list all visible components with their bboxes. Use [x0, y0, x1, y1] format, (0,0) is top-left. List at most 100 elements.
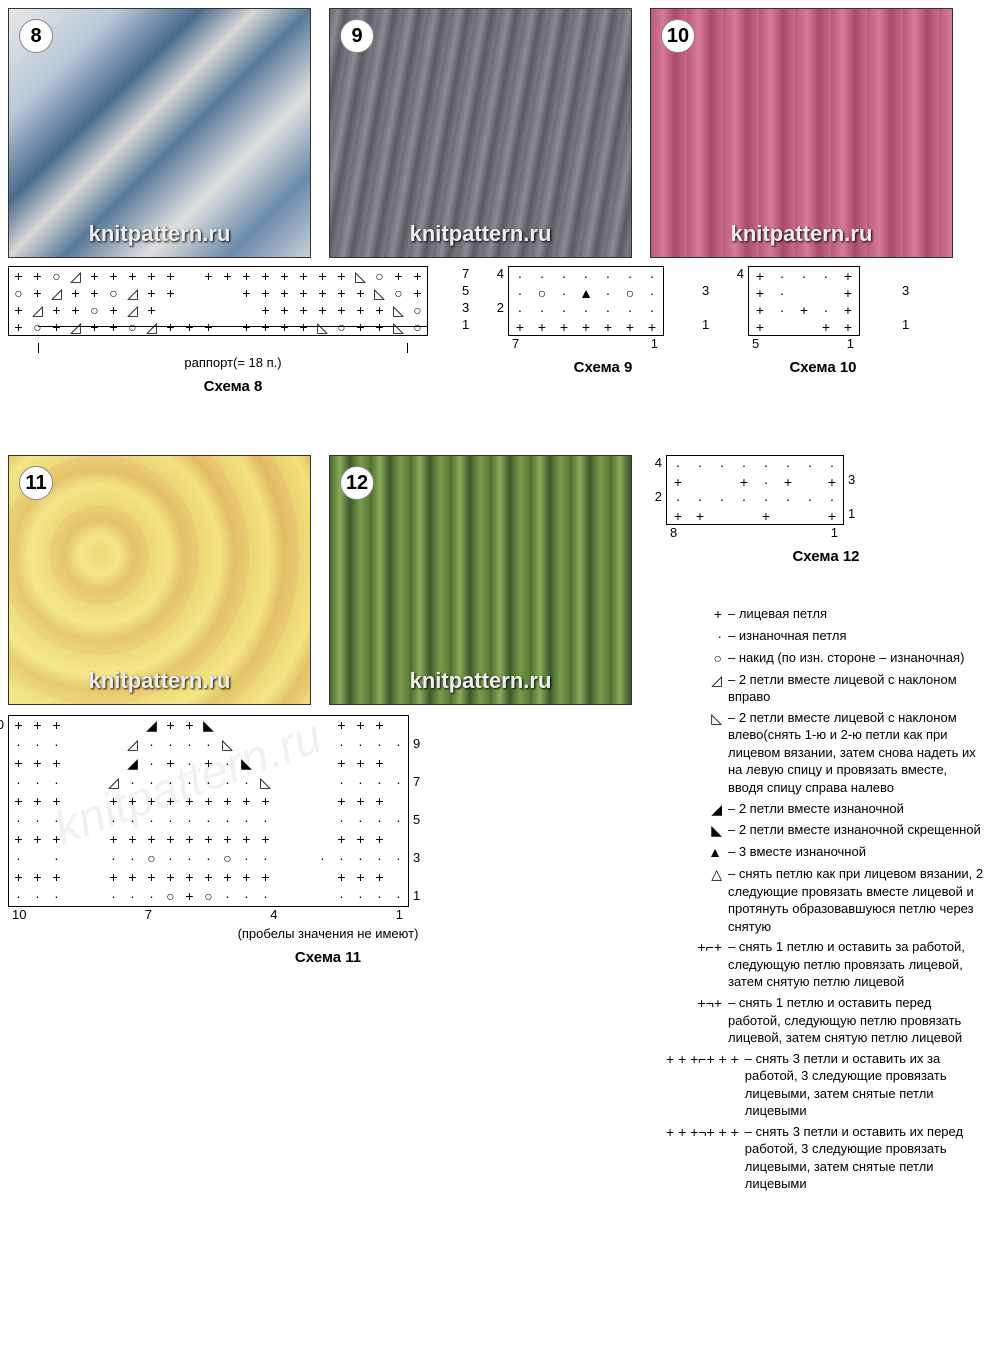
chart-cell: + — [294, 267, 313, 284]
legend-text: – 2 петли вместе изнаночной скрещенной — [728, 821, 986, 839]
chart-cell — [689, 473, 711, 490]
chart-cell: · — [332, 887, 351, 904]
chart-cell — [85, 868, 104, 885]
chart-cell: + — [180, 868, 199, 885]
watermark: knitpattern.ru — [651, 221, 952, 247]
caption-9: Схема 9 — [508, 359, 698, 376]
chart-cell: + — [815, 318, 837, 335]
chart-cell: ○ — [47, 267, 66, 284]
chart-cell: + — [47, 830, 66, 847]
chart-cell: · — [180, 811, 199, 828]
chart-cell — [85, 811, 104, 828]
chart-cell: · — [667, 456, 689, 473]
schema-9: 42 ········○·▲·○········+++++++ 31 71 Сх… — [508, 266, 698, 376]
chart-cell: · — [711, 490, 733, 507]
chart-cell: + — [28, 754, 47, 771]
chart-cell — [275, 792, 294, 809]
chart-cell: ○ — [161, 887, 180, 904]
chart-cell: + — [123, 830, 142, 847]
legend-text: – снять петлю как при лицевом вязании, 2… — [728, 865, 986, 935]
chart-cell: ◢ — [142, 716, 161, 733]
swatch-10: 10 knitpattern.ru — [650, 8, 953, 258]
chart-cell — [237, 735, 256, 752]
chart-cell — [66, 830, 85, 847]
chart-cell: · — [142, 735, 161, 752]
legend-row: ◺– 2 петли вместе лицевой с наклоном вле… — [666, 709, 986, 797]
chart-cell: · — [509, 301, 531, 318]
chart-cell: · — [771, 267, 793, 284]
chart-cell: + — [180, 887, 199, 904]
chart-cell: + — [199, 267, 218, 284]
legend-symbol: ▲ — [666, 843, 728, 862]
chart-cell — [104, 735, 123, 752]
chart-cell — [237, 716, 256, 733]
chart-cell: · — [161, 811, 180, 828]
legend-symbol: ◣ — [666, 821, 728, 840]
chart-cell: + — [161, 284, 180, 301]
chart-cell: · — [575, 267, 597, 284]
chart-cell: + — [351, 301, 370, 318]
chart-cell: · — [597, 301, 619, 318]
chart-cell: + — [218, 267, 237, 284]
chart-cell: + — [821, 473, 843, 490]
chart-cell: · — [332, 811, 351, 828]
chart-cell: ○ — [218, 849, 237, 866]
chart-cell — [313, 887, 332, 904]
chart-cell: + — [9, 754, 28, 771]
chart-cell: ◢ — [123, 754, 142, 771]
chart-cell: · — [733, 456, 755, 473]
chart-cell — [294, 811, 313, 828]
chart-cell: + — [199, 830, 218, 847]
chart-cell: + — [47, 301, 66, 318]
chart-cell: · — [28, 887, 47, 904]
chart-cell: ◺ — [256, 773, 275, 790]
chart-cell: · — [799, 490, 821, 507]
chart-cell: + — [142, 301, 161, 318]
legend-text: – изнаночная петля — [728, 627, 986, 645]
chart-cell: + — [332, 830, 351, 847]
chart-cell: · — [821, 490, 843, 507]
chart-cell — [275, 735, 294, 752]
legend-row: + + +¬+ + +– снять 3 петли и оставить их… — [666, 1123, 986, 1193]
badge-9: 9 — [340, 19, 374, 53]
chart-cell: + — [218, 868, 237, 885]
chart-cell: + — [9, 267, 28, 284]
chart-cell: · — [370, 887, 389, 904]
chart-cell: + — [85, 284, 104, 301]
chart-cell: + — [332, 792, 351, 809]
caption-12: Схема 12 — [666, 548, 986, 565]
chart-cell — [777, 507, 799, 524]
chart-cell: + — [294, 301, 313, 318]
chart-cell — [313, 754, 332, 771]
chart-cell: · — [123, 849, 142, 866]
chart-cell: + — [351, 716, 370, 733]
chart-cell: · — [180, 735, 199, 752]
chart-cell — [313, 811, 332, 828]
chart-cell: + — [142, 284, 161, 301]
chart-cell: · — [641, 301, 663, 318]
swatch-11: 11 knitpattern.ru — [8, 455, 311, 705]
chart-cell: · — [351, 773, 370, 790]
chart-cell: · — [351, 811, 370, 828]
chart-cell: · — [777, 490, 799, 507]
chart-cell: · — [389, 811, 408, 828]
chart-cell: + — [370, 301, 389, 318]
chart-cell: + — [47, 754, 66, 771]
chart-cell: + — [332, 267, 351, 284]
chart-cell — [237, 301, 256, 318]
chart-cell: + — [104, 301, 123, 318]
chart-cell — [313, 868, 332, 885]
chart-cell: · — [123, 887, 142, 904]
chart-cell — [66, 887, 85, 904]
chart-cell: + — [104, 267, 123, 284]
chart-cell: ◺ — [370, 284, 389, 301]
chart-cell: + — [370, 868, 389, 885]
chart-cell: ▲ — [575, 284, 597, 301]
chart-cell: · — [199, 811, 218, 828]
chart-cell — [85, 792, 104, 809]
chart-cell: ○ — [9, 284, 28, 301]
chart-cell: ○ — [619, 284, 641, 301]
chart-cell: · — [815, 301, 837, 318]
chart-cell: + — [553, 318, 575, 335]
chart-cell: · — [351, 849, 370, 866]
